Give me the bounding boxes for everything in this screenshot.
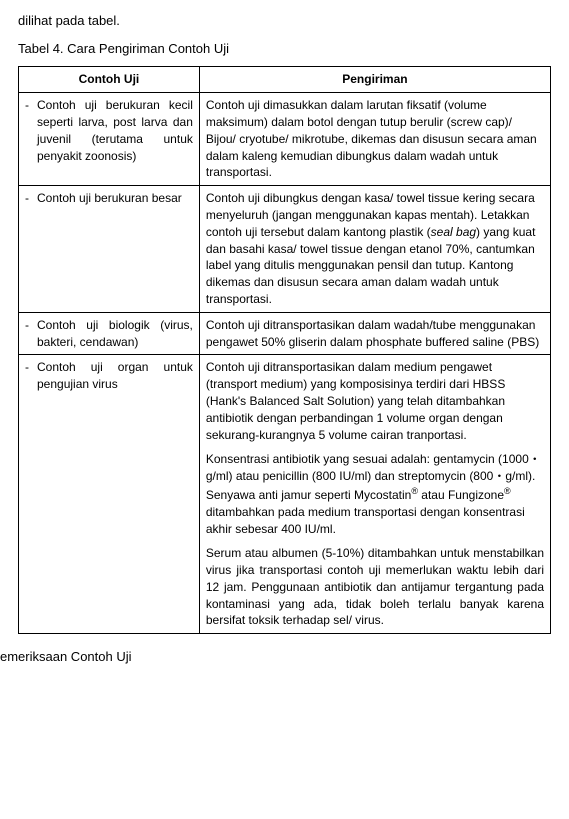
pengiriman-table: Contoh Uji Pengiriman -Contoh uji beruku… [18, 66, 551, 634]
table-row: -Contoh uji berukuran kecil seperti larv… [19, 93, 551, 186]
table-row: -Contoh uji organ untuk pengujian virusC… [19, 355, 551, 634]
bullet-dash: - [25, 317, 37, 351]
cell-pengiriman: Contoh uji dibungkus dengan kasa/ towel … [199, 186, 550, 313]
cell-contoh-uji: -Contoh uji biologik (virus, bakteri, ce… [19, 312, 200, 355]
bullet-dash: - [25, 190, 37, 207]
cell-pengiriman: Contoh uji ditransportasikan dalam mediu… [199, 355, 550, 634]
cell-pengiriman: Contoh uji ditransportasikan dalam wadah… [199, 312, 550, 355]
cell-pengiriman: Contoh uji dimasukkan dalam larutan fiks… [199, 93, 550, 186]
cell-contoh-uji-text: Contoh uji biologik (virus, bakteri, cen… [37, 317, 193, 351]
table-caption: Tabel 4. Cara Pengiriman Contoh Uji [18, 40, 551, 58]
cell-pengiriman-paragraph: Contoh uji ditransportasikan dalam mediu… [206, 359, 544, 443]
cell-contoh-uji: -Contoh uji organ untuk pengujian virus [19, 355, 200, 634]
bullet-dash: - [25, 97, 37, 164]
top-text: dilihat pada tabel. [18, 12, 551, 30]
cell-contoh-uji-text: Contoh uji berukuran besar [37, 190, 193, 207]
cell-pengiriman-paragraph: Serum atau albumen (5-10%) ditambahkan u… [206, 545, 544, 629]
cell-contoh-uji: -Contoh uji berukuran besar [19, 186, 200, 313]
bullet-dash: - [25, 359, 37, 393]
cell-contoh-uji: -Contoh uji berukuran kecil seperti larv… [19, 93, 200, 186]
header-pengiriman: Pengiriman [199, 67, 550, 93]
cell-contoh-uji-text: Contoh uji berukuran kecil seperti larva… [37, 97, 193, 164]
bottom-text: emeriksaan Contoh Uji [0, 648, 551, 666]
cell-pengiriman-paragraph: Konsentrasi antibiotik yang sesuai adala… [206, 451, 544, 537]
table-row: -Contoh uji berukuran besarContoh uji di… [19, 186, 551, 313]
table-row: -Contoh uji biologik (virus, bakteri, ce… [19, 312, 551, 355]
cell-contoh-uji-text: Contoh uji organ untuk pengujian virus [37, 359, 193, 393]
table-header-row: Contoh Uji Pengiriman [19, 67, 551, 93]
header-contoh-uji: Contoh Uji [19, 67, 200, 93]
